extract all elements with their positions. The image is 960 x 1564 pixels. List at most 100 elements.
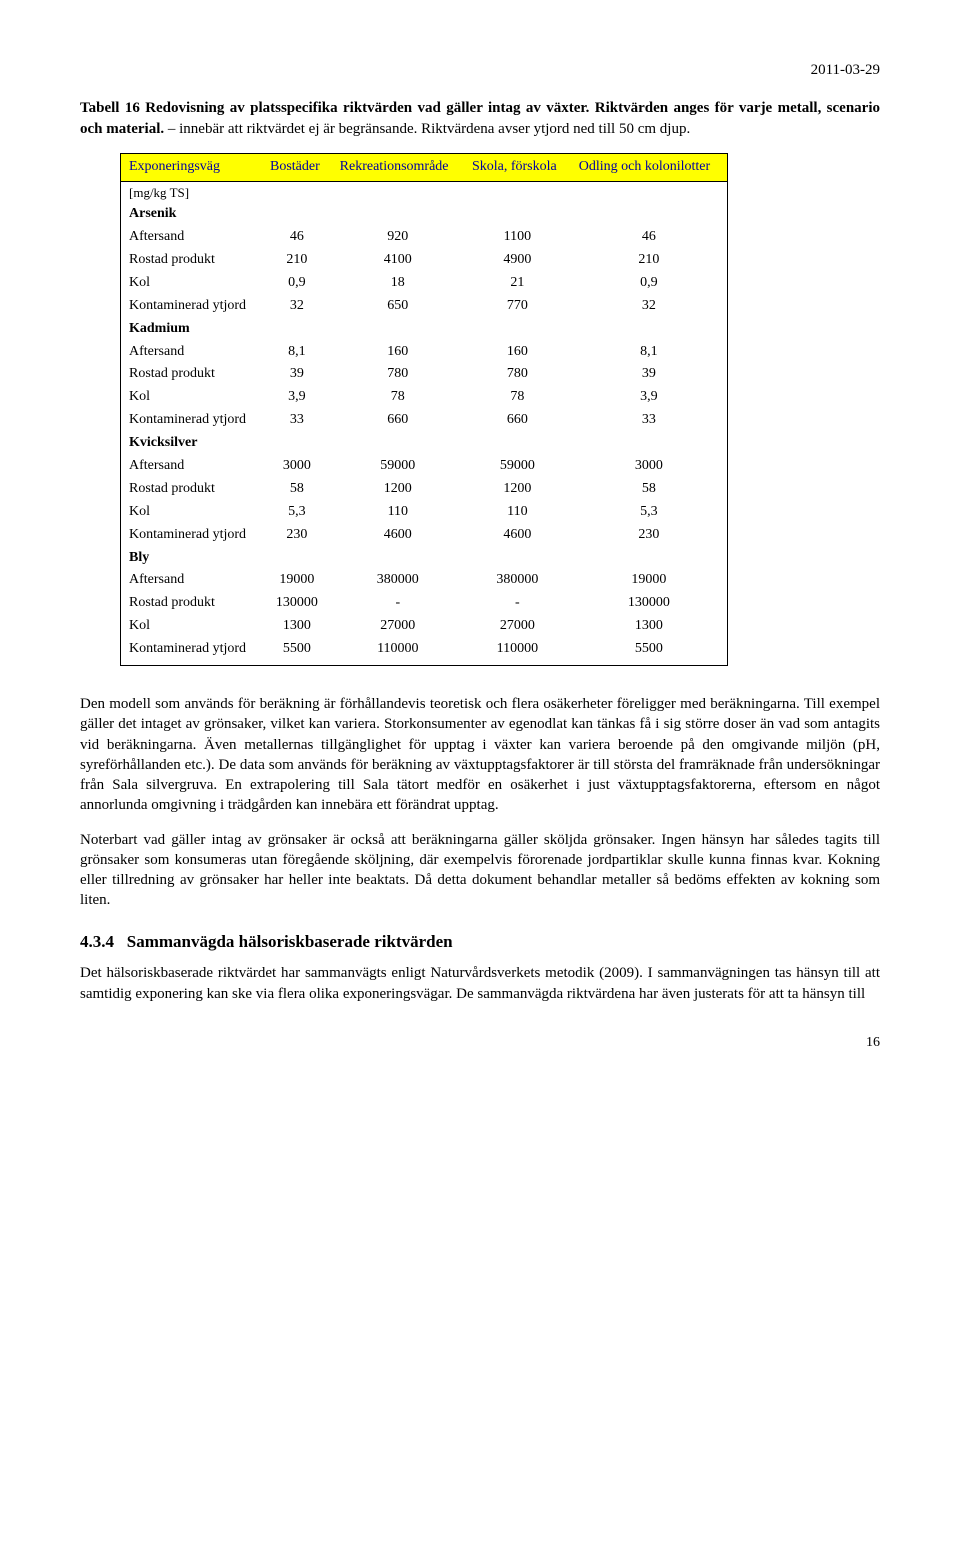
row-value-cell: 19000 <box>571 569 728 592</box>
row-value-cell: 5500 <box>262 638 332 665</box>
row-label-cell: Rostad produkt <box>121 478 262 501</box>
row-value-cell: 27000 <box>332 615 464 638</box>
row-label-cell: Aftersand <box>121 455 262 478</box>
table-row: Kontaminerad ytjord55001100001100005500 <box>121 638 728 665</box>
row-value-cell: 780 <box>464 363 571 386</box>
row-label-cell: Kol <box>121 272 262 295</box>
table-row: Aftersand8,11601608,1 <box>121 341 728 364</box>
th-rekreation: Rekreationsområde <box>332 153 464 181</box>
section-title-cell: Kvicksilver <box>121 432 262 455</box>
row-value-cell: 160 <box>332 341 464 364</box>
row-value-cell: 770 <box>464 295 571 318</box>
row-value-cell: 5,3 <box>571 501 728 524</box>
row-value-cell: 1200 <box>332 478 464 501</box>
row-value-cell: 380000 <box>464 569 571 592</box>
row-value-cell: 0,9 <box>262 272 332 295</box>
row-value-cell: 650 <box>332 295 464 318</box>
table-row: Kontaminerad ytjord23046004600230 <box>121 524 728 547</box>
row-value-cell: 39 <box>262 363 332 386</box>
row-label-cell: Kontaminerad ytjord <box>121 409 262 432</box>
section-row: Arsenik <box>121 203 728 226</box>
table-row: Kol0,918210,9 <box>121 272 728 295</box>
row-label-cell: Aftersand <box>121 226 262 249</box>
row-value-cell: - <box>464 592 571 615</box>
row-value-cell: 1100 <box>464 226 571 249</box>
row-value-cell: 110 <box>332 501 464 524</box>
th-bostader: Bostäder <box>262 153 332 181</box>
row-value-cell: 230 <box>262 524 332 547</box>
row-value-cell: - <box>332 592 464 615</box>
row-value-cell: 5500 <box>571 638 728 665</box>
section-heading: 4.3.4 Sammanvägda hälsoriskbaserade rikt… <box>80 931 880 954</box>
th-exposure: Exponeringsväg <box>121 153 262 181</box>
row-value-cell: 1300 <box>571 615 728 638</box>
row-value-cell: 4100 <box>332 249 464 272</box>
row-value-cell: 58 <box>262 478 332 501</box>
row-label-cell: Rostad produkt <box>121 592 262 615</box>
row-value-cell: 130000 <box>262 592 332 615</box>
section-title-cell: Bly <box>121 547 262 570</box>
row-label-cell: Rostad produkt <box>121 249 262 272</box>
table-row: Rostad produkt581200120058 <box>121 478 728 501</box>
row-label-cell: Kol <box>121 501 262 524</box>
row-value-cell: 3,9 <box>571 386 728 409</box>
section-row: Bly <box>121 547 728 570</box>
body-paragraph-1: Den modell som används för beräkning är … <box>80 694 880 816</box>
body-paragraph-2: Noterbart vad gäller intag av grönsaker … <box>80 830 880 911</box>
row-label-cell: Aftersand <box>121 341 262 364</box>
table-row: Rostad produkt3978078039 <box>121 363 728 386</box>
row-value-cell: 21 <box>464 272 571 295</box>
row-value-cell: 210 <box>262 249 332 272</box>
table-body: [mg/kg TS]ArsenikAftersand46920110046Ros… <box>121 181 728 665</box>
row-value-cell: 78 <box>464 386 571 409</box>
row-label-cell: Kol <box>121 615 262 638</box>
row-value-cell: 210 <box>571 249 728 272</box>
row-value-cell: 27000 <box>464 615 571 638</box>
row-value-cell: 39 <box>571 363 728 386</box>
row-label-cell: Kontaminerad ytjord <box>121 524 262 547</box>
table-caption: Tabell 16 Redovisning av platsspecifika … <box>80 98 880 139</box>
body-paragraph-3: Det hälsoriskbaserade riktvärdet har sam… <box>80 963 880 1004</box>
row-value-cell: 110 <box>464 501 571 524</box>
row-value-cell: 46 <box>262 226 332 249</box>
row-value-cell: 160 <box>464 341 571 364</box>
row-value-cell: 380000 <box>332 569 464 592</box>
row-value-cell: 130000 <box>571 592 728 615</box>
row-value-cell: 8,1 <box>571 341 728 364</box>
document-date: 2011-03-29 <box>80 60 880 80</box>
row-label-cell: Rostad produkt <box>121 363 262 386</box>
table-unit-row: [mg/kg TS] <box>121 181 728 203</box>
row-value-cell: 3,9 <box>262 386 332 409</box>
row-value-cell: 33 <box>571 409 728 432</box>
section-row: Kadmium <box>121 318 728 341</box>
row-value-cell: 32 <box>262 295 332 318</box>
row-value-cell: 18 <box>332 272 464 295</box>
row-value-cell: 1200 <box>464 478 571 501</box>
table-row: Aftersand300059000590003000 <box>121 455 728 478</box>
page-number: 16 <box>80 1034 880 1053</box>
table-row: Kol3,978783,9 <box>121 386 728 409</box>
row-value-cell: 660 <box>332 409 464 432</box>
table-row: Kontaminerad ytjord3265077032 <box>121 295 728 318</box>
row-value-cell: 3000 <box>571 455 728 478</box>
row-value-cell: 58 <box>571 478 728 501</box>
section-row: Kvicksilver <box>121 432 728 455</box>
row-value-cell: 5,3 <box>262 501 332 524</box>
row-value-cell: 32 <box>571 295 728 318</box>
heading-text: Sammanvägda hälsoriskbaserade riktvärden <box>127 932 453 951</box>
row-value-cell: 110000 <box>464 638 571 665</box>
table-row: Kontaminerad ytjord3366066033 <box>121 409 728 432</box>
table-row: Rostad produkt21041004900210 <box>121 249 728 272</box>
table-row: Kol5,31101105,3 <box>121 501 728 524</box>
row-label-cell: Aftersand <box>121 569 262 592</box>
unit-cell: [mg/kg TS] <box>121 181 262 203</box>
row-value-cell: 8,1 <box>262 341 332 364</box>
data-table: Exponeringsväg Bostäder Rekreationsområd… <box>120 153 728 666</box>
th-skola: Skola, förskola <box>464 153 571 181</box>
th-odling: Odling och kolonilotter <box>571 153 728 181</box>
section-title-cell: Kadmium <box>121 318 262 341</box>
row-value-cell: 4900 <box>464 249 571 272</box>
caption-rest: – innebär att riktvärdet ej är begränsan… <box>168 121 690 137</box>
row-value-cell: 78 <box>332 386 464 409</box>
row-value-cell: 46 <box>571 226 728 249</box>
